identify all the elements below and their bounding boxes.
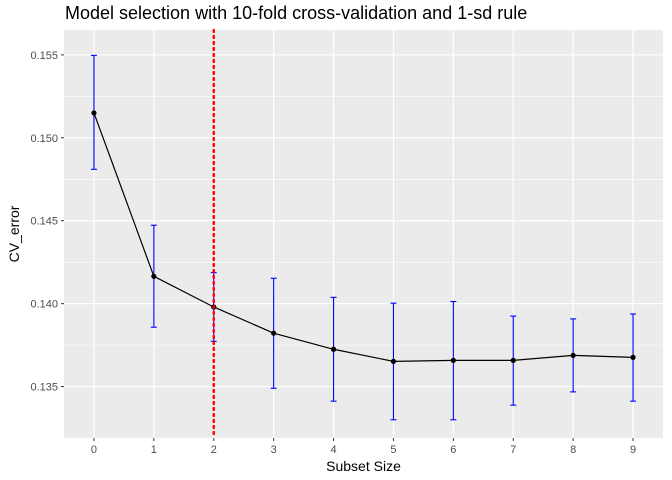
data-point: [271, 330, 277, 336]
chart-title: Model selection with 10-fold cross-valid…: [65, 3, 528, 23]
y-tick-label: 0.150: [30, 133, 58, 145]
y-tick-label: 0.140: [30, 299, 58, 311]
data-point: [330, 346, 337, 352]
y-tick-label: 0.155: [30, 50, 58, 62]
data-point: [570, 352, 576, 359]
data-point: [450, 357, 456, 363]
data-point: [630, 354, 636, 360]
plot-panel: [64, 30, 663, 438]
x-tick-label: 2: [211, 444, 217, 456]
x-tick-label: 3: [271, 444, 277, 456]
y-tick-label: 0.145: [30, 216, 58, 228]
data-point: [151, 273, 157, 279]
x-tick-label: 5: [390, 444, 396, 456]
x-tick-label: 1: [151, 444, 157, 456]
x-tick-label: 6: [450, 444, 456, 456]
x-axis-title: Subset Size: [326, 458, 401, 474]
x-tick-label: 0: [91, 444, 97, 456]
data-point: [510, 357, 516, 363]
data-point: [91, 110, 97, 116]
data-point: [390, 358, 397, 364]
x-tick-label: 9: [630, 444, 636, 456]
series-line: [93, 112, 634, 362]
y-axis-title: CV_error: [6, 205, 22, 262]
x-tick-label: 8: [570, 444, 576, 456]
y-tick-label: 0.135: [30, 382, 58, 394]
x-tick-label: 4: [330, 444, 336, 456]
x-tick-label: 7: [510, 444, 516, 456]
